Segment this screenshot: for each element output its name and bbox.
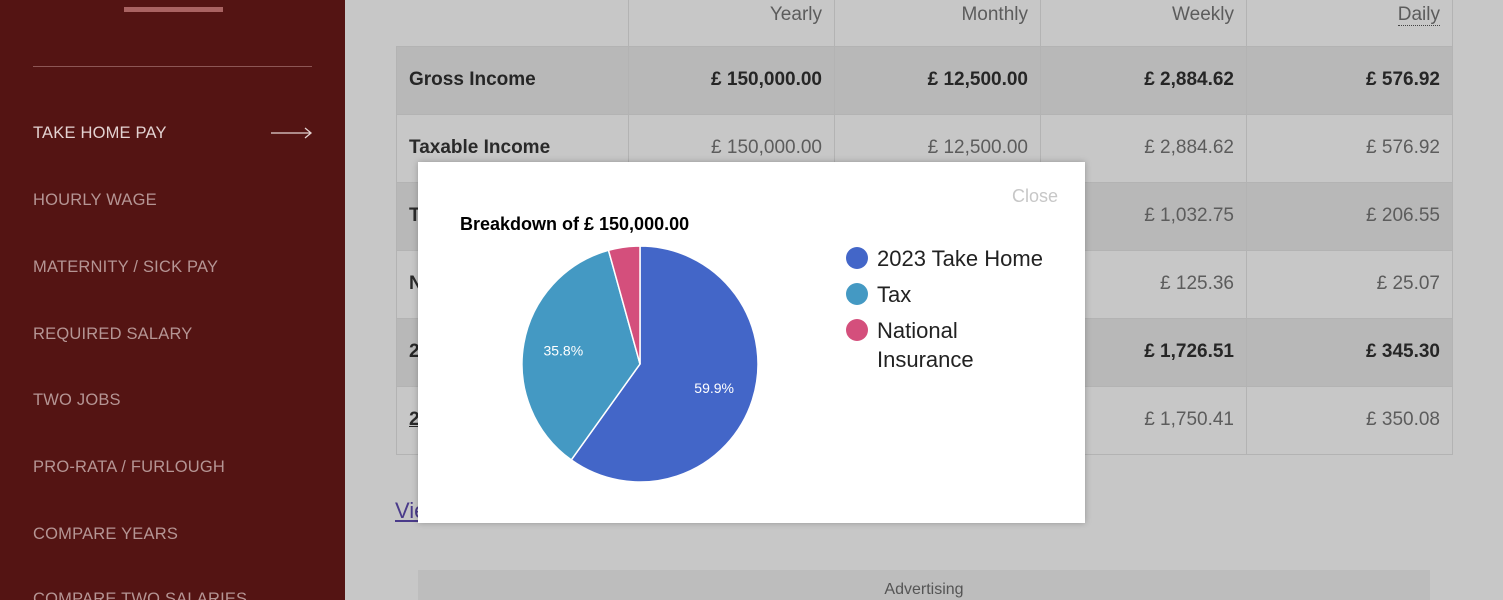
sidebar-divider (33, 66, 312, 67)
sidebar: TAKE HOME PAY HOURLY WAGE MATERNITY / SI… (0, 0, 345, 600)
legend-label: National Insurance (877, 318, 974, 372)
table-header: Yearly (628, 0, 835, 47)
table-header-row: Yearly Monthly Weekly Daily (396, 0, 1453, 47)
sidebar-top-bar (124, 7, 223, 12)
sidebar-item-label: PRO-RATA / FURLOUGH (33, 458, 226, 476)
pie-data-label: 35.8% (543, 342, 583, 358)
cell-daily: £ 576.92 (1246, 113, 1453, 183)
cell-monthly: £ 12,500.00 (834, 45, 1041, 115)
cell-weekly: £ 125.36 (1040, 249, 1247, 319)
advertising-banner: Advertising (418, 570, 1430, 600)
cell-daily: £ 25.07 (1246, 249, 1453, 319)
legend-label: Tax (877, 282, 912, 307)
cell-daily: £ 345.30 (1246, 317, 1453, 387)
chart-title: Breakdown of £ 150,000.00 (460, 214, 690, 234)
cell-weekly: £ 2,884.62 (1040, 45, 1247, 115)
pie-data-label: 59.9% (694, 380, 734, 396)
table-header (396, 0, 629, 47)
sidebar-item-compare-years[interactable]: COMPARE YEARS (33, 525, 313, 549)
legend-dot (846, 283, 868, 305)
cell-daily: £ 206.55 (1246, 181, 1453, 251)
chart-modal: Close Breakdown of £ 150,000.00 59.9% 35.… (418, 162, 1085, 523)
sidebar-item-label: MATERNITY / SICK PAY (33, 258, 219, 276)
legend-item-take-home: 2023 Take Home (846, 244, 1046, 273)
sidebar-item-label: REQUIRED SALARY (33, 325, 193, 343)
sidebar-item-maternity-sick-pay[interactable]: MATERNITY / SICK PAY (33, 258, 313, 282)
pie-slice-2[interactable] (607, 245, 641, 365)
chart-legend: 2023 Take Home Tax National Insurance (846, 244, 1046, 381)
sidebar-item-compare-two-salaries[interactable]: COMPARE TWO SALARIES (33, 590, 313, 600)
table-header: Weekly (1040, 0, 1247, 47)
legend-label: 2023 Take Home (877, 246, 1043, 271)
sidebar-item-label: COMPARE YEARS (33, 525, 179, 543)
sidebar-item-label: TWO JOBS (33, 391, 121, 409)
legend-dot (846, 319, 868, 341)
sidebar-item-label: COMPARE TWO SALARIES (33, 590, 248, 600)
legend-dot (846, 247, 868, 269)
arrow-right-icon (271, 127, 313, 139)
legend-item-tax: Tax (846, 280, 1046, 309)
sidebar-item-required-salary[interactable]: REQUIRED SALARY (33, 325, 313, 349)
sidebar-item-two-jobs[interactable]: TWO JOBS (33, 391, 313, 415)
sidebar-item-label: HOURLY WAGE (33, 191, 157, 209)
row-label: Gross Income (396, 45, 629, 115)
close-button[interactable]: Close (1011, 186, 1058, 206)
legend-item-national-insurance: National Insurance (846, 316, 1046, 374)
daily-header-abbr[interactable]: Daily (1397, 3, 1440, 26)
table-header: Monthly (834, 0, 1041, 47)
pie-slice-0[interactable] (570, 245, 759, 483)
cell-yearly: £ 150,000.00 (628, 45, 835, 115)
sidebar-item-pro-rata-furlough[interactable]: PRO-RATA / FURLOUGH (33, 458, 313, 482)
pie-chart: 59.9% 35.8% (521, 245, 759, 483)
table-row: Gross Income £ 150,000.00 £ 12,500.00 £ … (396, 45, 1453, 115)
cell-daily: £ 350.08 (1246, 385, 1453, 455)
pie-slice-1[interactable] (521, 249, 641, 461)
sidebar-item-hourly-wage[interactable]: HOURLY WAGE (33, 191, 313, 215)
table-header: Daily (1246, 0, 1453, 47)
cell-daily: £ 576.92 (1246, 45, 1453, 115)
sidebar-item-label: TAKE HOME PAY (33, 124, 167, 142)
sidebar-item-take-home-pay[interactable]: TAKE HOME PAY (33, 124, 313, 148)
